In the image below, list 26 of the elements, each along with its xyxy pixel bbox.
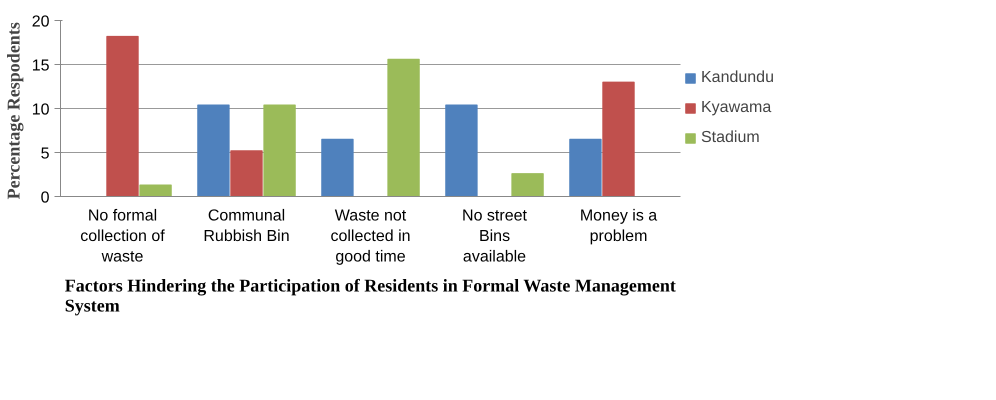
bar [445,104,478,196]
bar [602,82,635,196]
x-tick-label: No formal collection of waste [80,208,166,266]
y-tick-label: 10 [32,102,50,118]
x-tick-label: No street Bins available [462,208,528,266]
bar [230,150,263,196]
y-tick-label: 15 [32,58,50,74]
legend-label: Stadium [701,129,760,147]
y-tick-label: 5 [40,146,50,162]
y-tick-label: 0 [40,190,50,206]
x-tick-label: Waste not collected in good time [330,208,411,266]
bar [387,58,420,196]
bar [511,173,544,196]
bar [263,104,296,196]
legend-label: Kyawama [701,99,772,117]
bar [197,104,230,196]
y-axis-title: Percentage Respodents [4,22,24,200]
bar [139,184,172,196]
y-tick-label: 20 [32,14,50,30]
bar [569,138,602,196]
bar [106,36,139,196]
bar [321,138,354,196]
x-tick-label: Communal Rubbish Bin [203,208,290,245]
x-axis-title: Factors Hindering the Participation of Residents in Formal Waste Management System [64,276,676,316]
legend-label: Kandundu [701,69,774,87]
x-tick-label: Money is a problem [580,208,658,245]
